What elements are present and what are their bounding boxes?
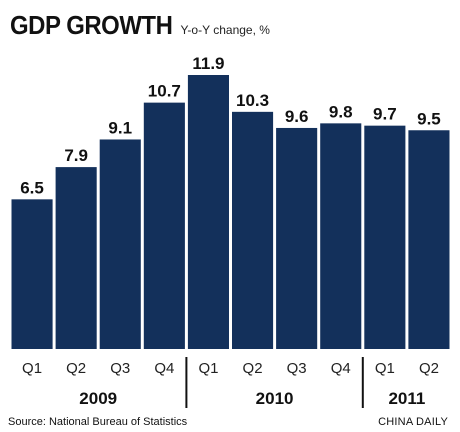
bar-value-label: 11.9	[192, 54, 224, 73]
bar-value-label: 10.3	[236, 91, 269, 110]
x-tick-label: Q4	[331, 360, 351, 377]
year-group-label: 2010	[256, 389, 294, 408]
bar-value-label: 9.7	[373, 105, 397, 124]
bar-value-label: 6.5	[20, 178, 44, 197]
bar	[55, 167, 97, 349]
x-tick-label: Q2	[243, 360, 263, 377]
x-tick-label: Q1	[198, 360, 218, 377]
bar	[364, 125, 406, 350]
year-group-label: 2009	[79, 389, 117, 408]
x-tick-label: Q2	[419, 360, 439, 377]
x-tick-label: Q2	[66, 360, 86, 377]
bar	[232, 111, 274, 350]
bar	[276, 127, 318, 350]
bar	[143, 102, 185, 349]
bar	[11, 199, 53, 349]
bar-value-label: 9.8	[329, 102, 353, 121]
bar	[99, 139, 141, 349]
bar	[320, 123, 362, 350]
bar-value-label: 9.1	[108, 118, 132, 137]
bar	[408, 130, 450, 349]
title-row: GDP GROWTH Y-o-Y change, %	[10, 10, 270, 41]
x-tick-label: Q1	[22, 360, 42, 377]
bar-value-label: 9.5	[417, 109, 441, 128]
x-tick-label: Q3	[287, 360, 307, 377]
credit-label: CHINA DAILY	[378, 416, 448, 428]
bar-value-label: 7.9	[64, 146, 88, 165]
source-note: Source: National Bureau of Statistics	[8, 416, 188, 428]
bar-value-label: 10.7	[148, 82, 181, 101]
x-tick-label: Q4	[154, 360, 174, 377]
bar	[187, 75, 229, 349]
x-tick-label: Q1	[375, 360, 395, 377]
chart-subtitle: Y-o-Y change, %	[180, 23, 270, 37]
chart-title: GDP GROWTH	[10, 10, 173, 40]
year-group-label: 2011	[388, 389, 425, 408]
bar-value-label: 9.6	[285, 107, 309, 126]
x-tick-label: Q3	[110, 360, 130, 377]
